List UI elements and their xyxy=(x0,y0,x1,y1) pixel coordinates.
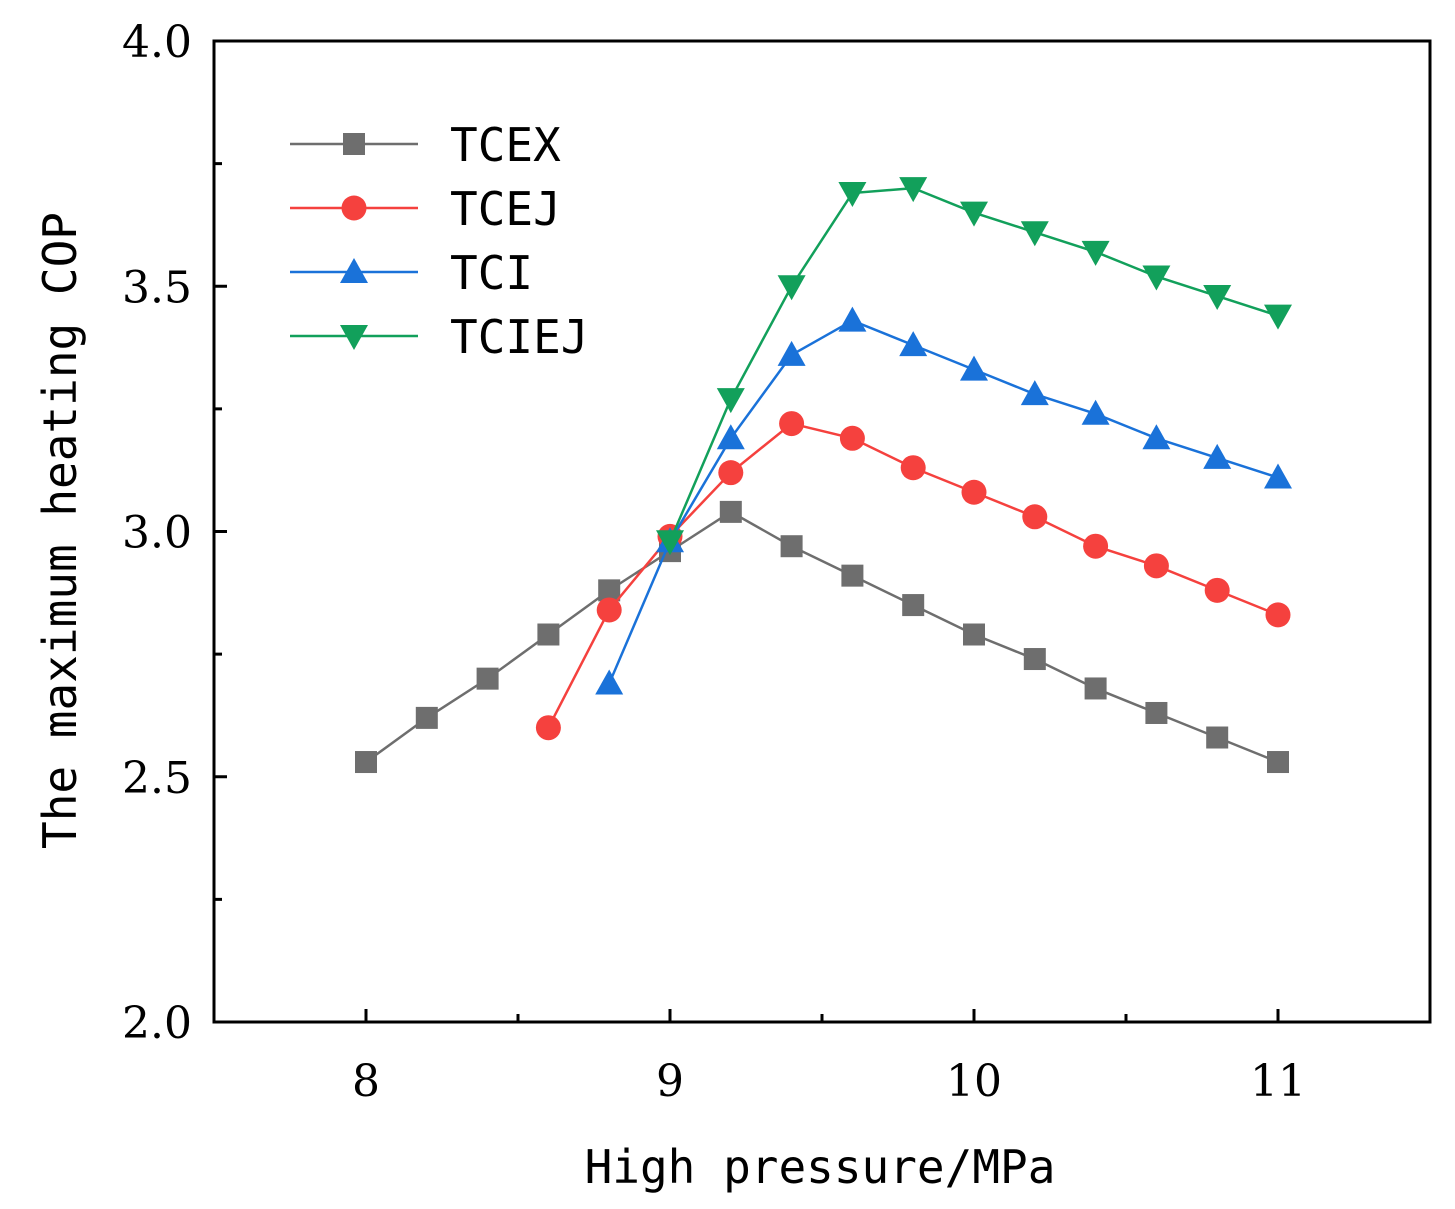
y-tick-label: 3.5 xyxy=(122,262,192,313)
data-point-tcej xyxy=(535,715,561,741)
data-point-tciej xyxy=(838,182,867,208)
y-axis-title: The maximum heating COP xyxy=(33,212,87,849)
legend: TCEX TCEJ TCI TCIEJ xyxy=(290,118,588,364)
x-tick-label: 11 xyxy=(1250,1056,1306,1107)
data-point-tciej xyxy=(960,201,988,227)
series-tci xyxy=(595,306,1292,695)
data-point-tcex xyxy=(1206,726,1229,749)
legend-item-tcej: TCEJ xyxy=(290,182,561,236)
series-tcex xyxy=(355,500,1289,774)
data-point-tcej xyxy=(718,460,744,486)
data-point-tcex xyxy=(841,564,864,587)
data-point-tcej xyxy=(900,455,926,481)
x-tick-label: 9 xyxy=(656,1056,684,1107)
legend-marker xyxy=(343,133,365,155)
series-line-tcex xyxy=(365,510,1279,764)
data-point-tci xyxy=(1020,380,1049,406)
data-point-tcex xyxy=(902,594,925,617)
data-point-tcex xyxy=(537,623,560,646)
data-point-tci xyxy=(595,669,624,695)
x-tick-label: 8 xyxy=(352,1056,380,1107)
x-axis-title: High pressure/MPa xyxy=(585,1140,1056,1194)
data-point-tcex xyxy=(1023,648,1046,671)
legend-item-tciej: TCIEJ xyxy=(290,310,588,364)
data-point-tcex xyxy=(1145,701,1168,724)
data-point-tciej xyxy=(899,177,928,203)
data-point-tcex xyxy=(1084,677,1107,700)
series-tciej xyxy=(656,177,1292,556)
data-point-tciej xyxy=(777,275,806,301)
data-point-tciej xyxy=(1142,265,1171,291)
data-point-tci xyxy=(899,331,928,357)
y-tick-label: 3.0 xyxy=(122,508,192,559)
data-point-tcej xyxy=(596,597,622,623)
y-tick-label: 2.0 xyxy=(122,998,192,1049)
data-point-tci xyxy=(716,424,745,450)
data-point-tciej xyxy=(1081,240,1110,266)
data-point-tcex xyxy=(476,667,499,690)
legend-marker xyxy=(340,258,368,283)
data-point-tcej xyxy=(1204,577,1230,603)
data-point-tcex xyxy=(963,623,985,646)
data-point-tci xyxy=(1203,443,1232,469)
y-tick-label: 2.5 xyxy=(122,753,192,804)
data-point-tcex xyxy=(415,706,438,729)
series-line-tci xyxy=(608,319,1279,685)
data-point-tciej xyxy=(1264,304,1292,330)
legend-item-tcex: TCEX xyxy=(290,118,561,172)
data-point-tcej xyxy=(961,479,987,505)
data-point-tci xyxy=(777,340,806,366)
data-point-tcex xyxy=(719,500,742,523)
data-point-tciej xyxy=(1203,285,1232,311)
data-point-tcej xyxy=(1143,553,1169,579)
legend-marker xyxy=(341,195,367,221)
data-point-tcej xyxy=(839,425,865,451)
data-point-tcej xyxy=(779,411,805,437)
data-point-tcej xyxy=(1022,504,1048,530)
data-point-tciej xyxy=(1020,221,1049,247)
legend-item-tci: TCI xyxy=(290,246,533,300)
legend-label: TCI xyxy=(450,246,533,300)
x-tick-label: 10 xyxy=(946,1056,1002,1107)
legend-label: TCIEJ xyxy=(450,310,588,364)
data-point-tciej xyxy=(656,530,684,556)
data-point-tcex xyxy=(598,579,621,602)
series-tcej xyxy=(535,411,1291,741)
data-point-tci xyxy=(1142,424,1171,450)
plot-frame xyxy=(212,39,1432,1024)
data-point-tci xyxy=(838,306,867,332)
data-point-tcej xyxy=(1265,602,1291,628)
data-point-tcej xyxy=(1083,533,1109,559)
data-point-tci xyxy=(1264,463,1292,489)
data-point-tcex xyxy=(355,751,377,774)
plot-series xyxy=(355,177,1292,774)
data-point-tci xyxy=(1081,399,1110,425)
data-point-tci xyxy=(960,355,988,381)
legend-label: TCEX xyxy=(450,118,561,172)
axes: 8 9 10 11 2.0 2.5 3.0 3.5 4.0 xyxy=(122,17,1432,1107)
legend-label: TCEJ xyxy=(450,182,561,236)
data-point-tciej xyxy=(716,388,745,414)
data-point-tcex xyxy=(780,535,803,558)
y-tick-label: 4.0 xyxy=(122,17,192,68)
legend-marker xyxy=(340,325,368,350)
data-point-tcex xyxy=(1267,751,1289,774)
